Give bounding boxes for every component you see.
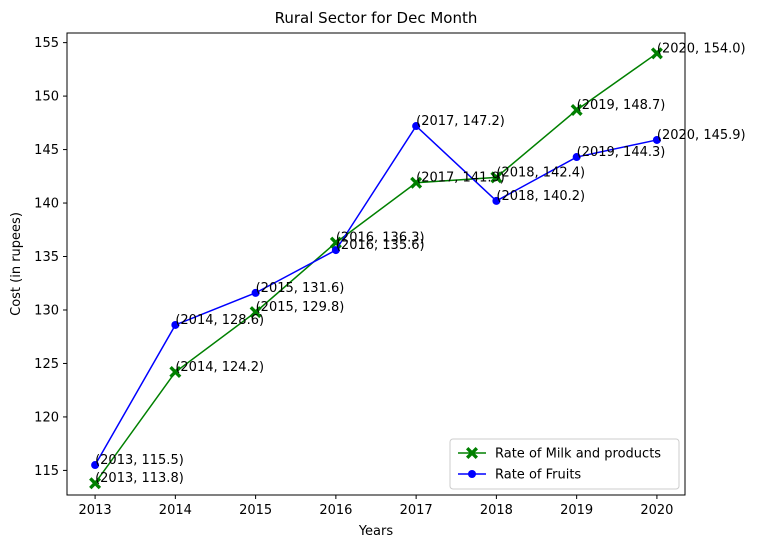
y-axis-label: Cost (in rupees) [9,212,24,316]
data-point-label: (2015, 131.6) [256,281,345,296]
data-point-label: (2016, 136.3) [336,231,425,246]
x-tick-label: 2017 [400,503,433,518]
legend-swatch-marker [466,447,478,459]
y-tick-label: 140 [34,197,59,212]
data-point-label: (2015, 129.8) [256,300,345,315]
series-layer [89,47,663,490]
data-point-label: (2020, 154.0) [657,41,746,56]
data-point-label: (2016, 135.6) [336,238,425,253]
legend-entry-label: Rate of Milk and products [495,447,661,462]
x-tick-label: 2018 [480,503,513,518]
legend: Rate of Milk and products Rate of Fruits [449,438,680,490]
data-point-marker [91,461,100,470]
data-point-marker [169,366,182,379]
data-point-label: (2013, 115.5) [95,453,184,468]
x-tick-label: 2013 [79,503,112,518]
data-point-marker [171,320,180,329]
x-tick-label: 2020 [640,503,673,518]
x-tick-label: 2014 [159,503,192,518]
data-point-marker [492,196,501,205]
data-point-marker [89,477,102,490]
x-tick-label: 2019 [560,503,593,518]
y-tick-label: 150 [34,90,59,105]
x-tick-label: 2015 [239,503,272,518]
chart-title: Rural Sector for Dec Month [275,9,478,27]
data-point-marker [412,122,421,131]
data-point-label: (2014, 128.6) [175,313,264,328]
data-point-marker [251,288,260,297]
axis-ticks: 2013 2014 2015 2016 2017 2018 2019 2020 115 120 12… [34,36,673,518]
data-point-label: (2014, 124.2) [175,360,264,375]
legend-swatch-marker [468,470,476,478]
y-tick-label: 145 [34,143,59,158]
data-point-label: (2013, 113.8) [95,471,184,486]
y-tick-label: 155 [34,36,59,51]
y-tick-label: 115 [34,464,59,479]
data-point-marker [572,153,581,162]
data-point-marker [410,176,423,189]
y-tick-label: 120 [34,410,59,425]
legend-box [449,438,680,490]
legend-entry-label: Rate of Fruits [495,468,581,483]
series-line-0 [94,52,658,484]
data-point-label: (2020, 145.9) [657,128,746,143]
x-tick-label: 2016 [319,503,352,518]
data-point-label: (2017, 141.9) [416,171,505,186]
data-point-marker [331,246,340,255]
x-axis-label: Years [358,524,394,539]
plot-frame [66,32,686,496]
data-point-marker [570,104,583,116]
data-point-label: (2019, 148.7) [577,98,666,113]
data-point-label: (2017, 147.2) [416,114,505,129]
y-tick-label: 125 [34,357,59,372]
data-point-label: (2018, 142.4) [496,165,585,180]
y-tick-label: 135 [34,250,59,265]
annotation-layer: (2013, 113.8)(2014, 124.2)(2015, 129.8)(… [95,41,746,486]
y-tick-label: 130 [34,303,59,318]
data-point-marker [249,306,262,319]
series-line-1 [94,124,658,466]
data-point-label: (2019, 144.3) [577,145,666,160]
data-point-marker [490,171,503,184]
data-point-label: (2018, 140.2) [496,189,585,204]
data-point-marker [650,47,663,60]
data-point-marker [652,135,661,144]
